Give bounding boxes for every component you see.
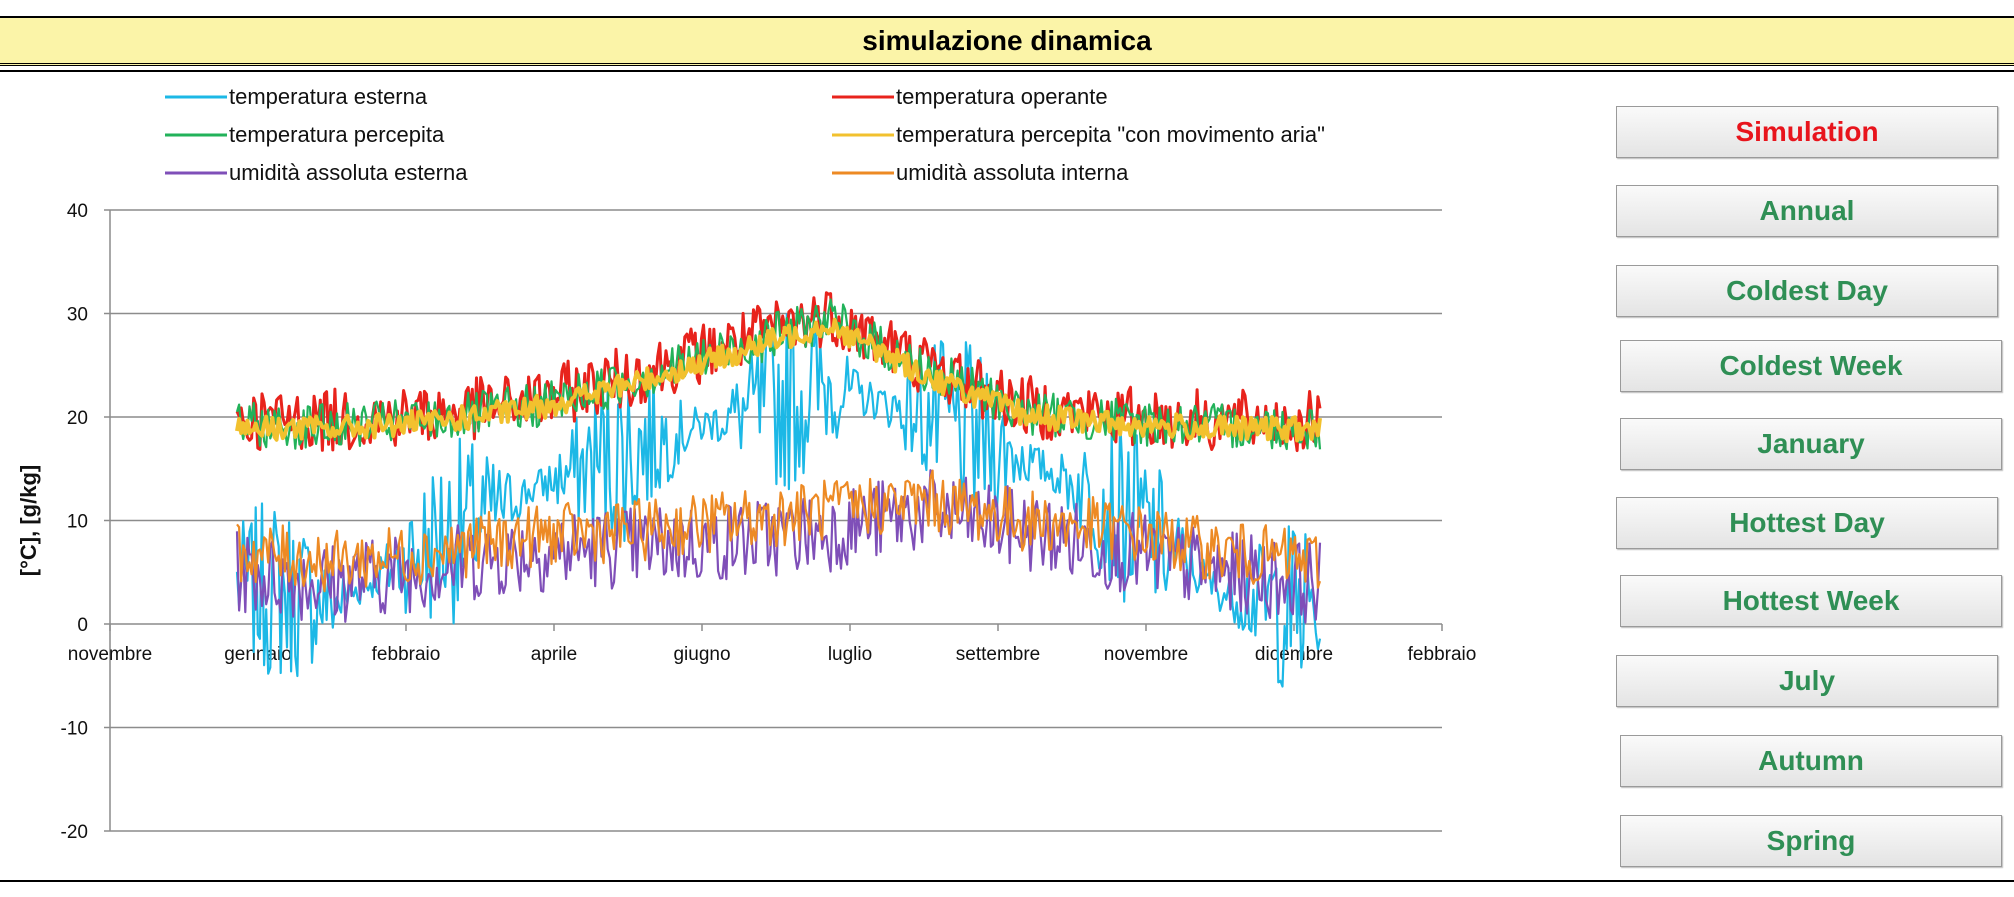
x-tick-label: novembre xyxy=(1104,644,1189,665)
button-july[interactable]: July xyxy=(1616,655,1998,707)
button-simulation[interactable]: Simulation xyxy=(1616,106,1998,158)
x-tick-label: gennaio xyxy=(224,644,292,665)
legend-label: temperatura operante xyxy=(896,84,1108,109)
y-tick-label: 10 xyxy=(67,512,88,533)
frame-bottom-border xyxy=(0,880,2014,882)
x-tick-label: aprile xyxy=(531,644,577,665)
x-tick-label: febbraio xyxy=(1408,644,1477,665)
button-spring[interactable]: Spring xyxy=(1620,815,2002,867)
y-axis-label: [°C], [g/kg] xyxy=(16,465,41,576)
series-line xyxy=(235,317,1322,444)
x-tick-label: dicembre xyxy=(1255,644,1333,665)
button-hottest-week[interactable]: Hottest Week xyxy=(1620,575,2002,627)
x-tick-label: novembre xyxy=(68,644,153,665)
legend-label: temperatura esterna xyxy=(229,84,428,109)
button-autumn[interactable]: Autumn xyxy=(1620,735,2002,787)
y-tick-label: 0 xyxy=(77,615,88,636)
button-coldest-week[interactable]: Coldest Week xyxy=(1620,340,2002,392)
button-hottest-day[interactable]: Hottest Day xyxy=(1616,497,1998,549)
x-tick-label: febbraio xyxy=(372,644,441,665)
series-line xyxy=(236,469,1322,593)
legend-label: umidità assoluta esterna xyxy=(229,160,468,185)
y-tick-label: 30 xyxy=(67,305,88,326)
line-chart: temperatura esterna temperatura operante t… xyxy=(16,84,1477,843)
legend-label: temperatura percepita "con movimento ari… xyxy=(896,122,1325,147)
y-tick-label: 40 xyxy=(67,201,88,222)
button-coldest-day[interactable]: Coldest Day xyxy=(1616,265,1998,317)
x-tick-label: settembre xyxy=(956,644,1040,665)
x-tick-label: luglio xyxy=(828,644,872,665)
legend-label: temperatura percepita xyxy=(229,122,445,147)
button-annual[interactable]: Annual xyxy=(1616,185,1998,237)
y-tick-label: -20 xyxy=(61,822,88,843)
y-tick-label: 20 xyxy=(67,408,88,429)
y-tick-label: -10 xyxy=(61,719,88,740)
button-january[interactable]: January xyxy=(1620,418,2002,470)
legend-label: umidità assoluta interna xyxy=(896,160,1129,185)
page-title: simulazione dinamica xyxy=(0,16,2014,72)
x-tick-label: giugno xyxy=(673,644,730,665)
series-line xyxy=(235,313,1322,688)
